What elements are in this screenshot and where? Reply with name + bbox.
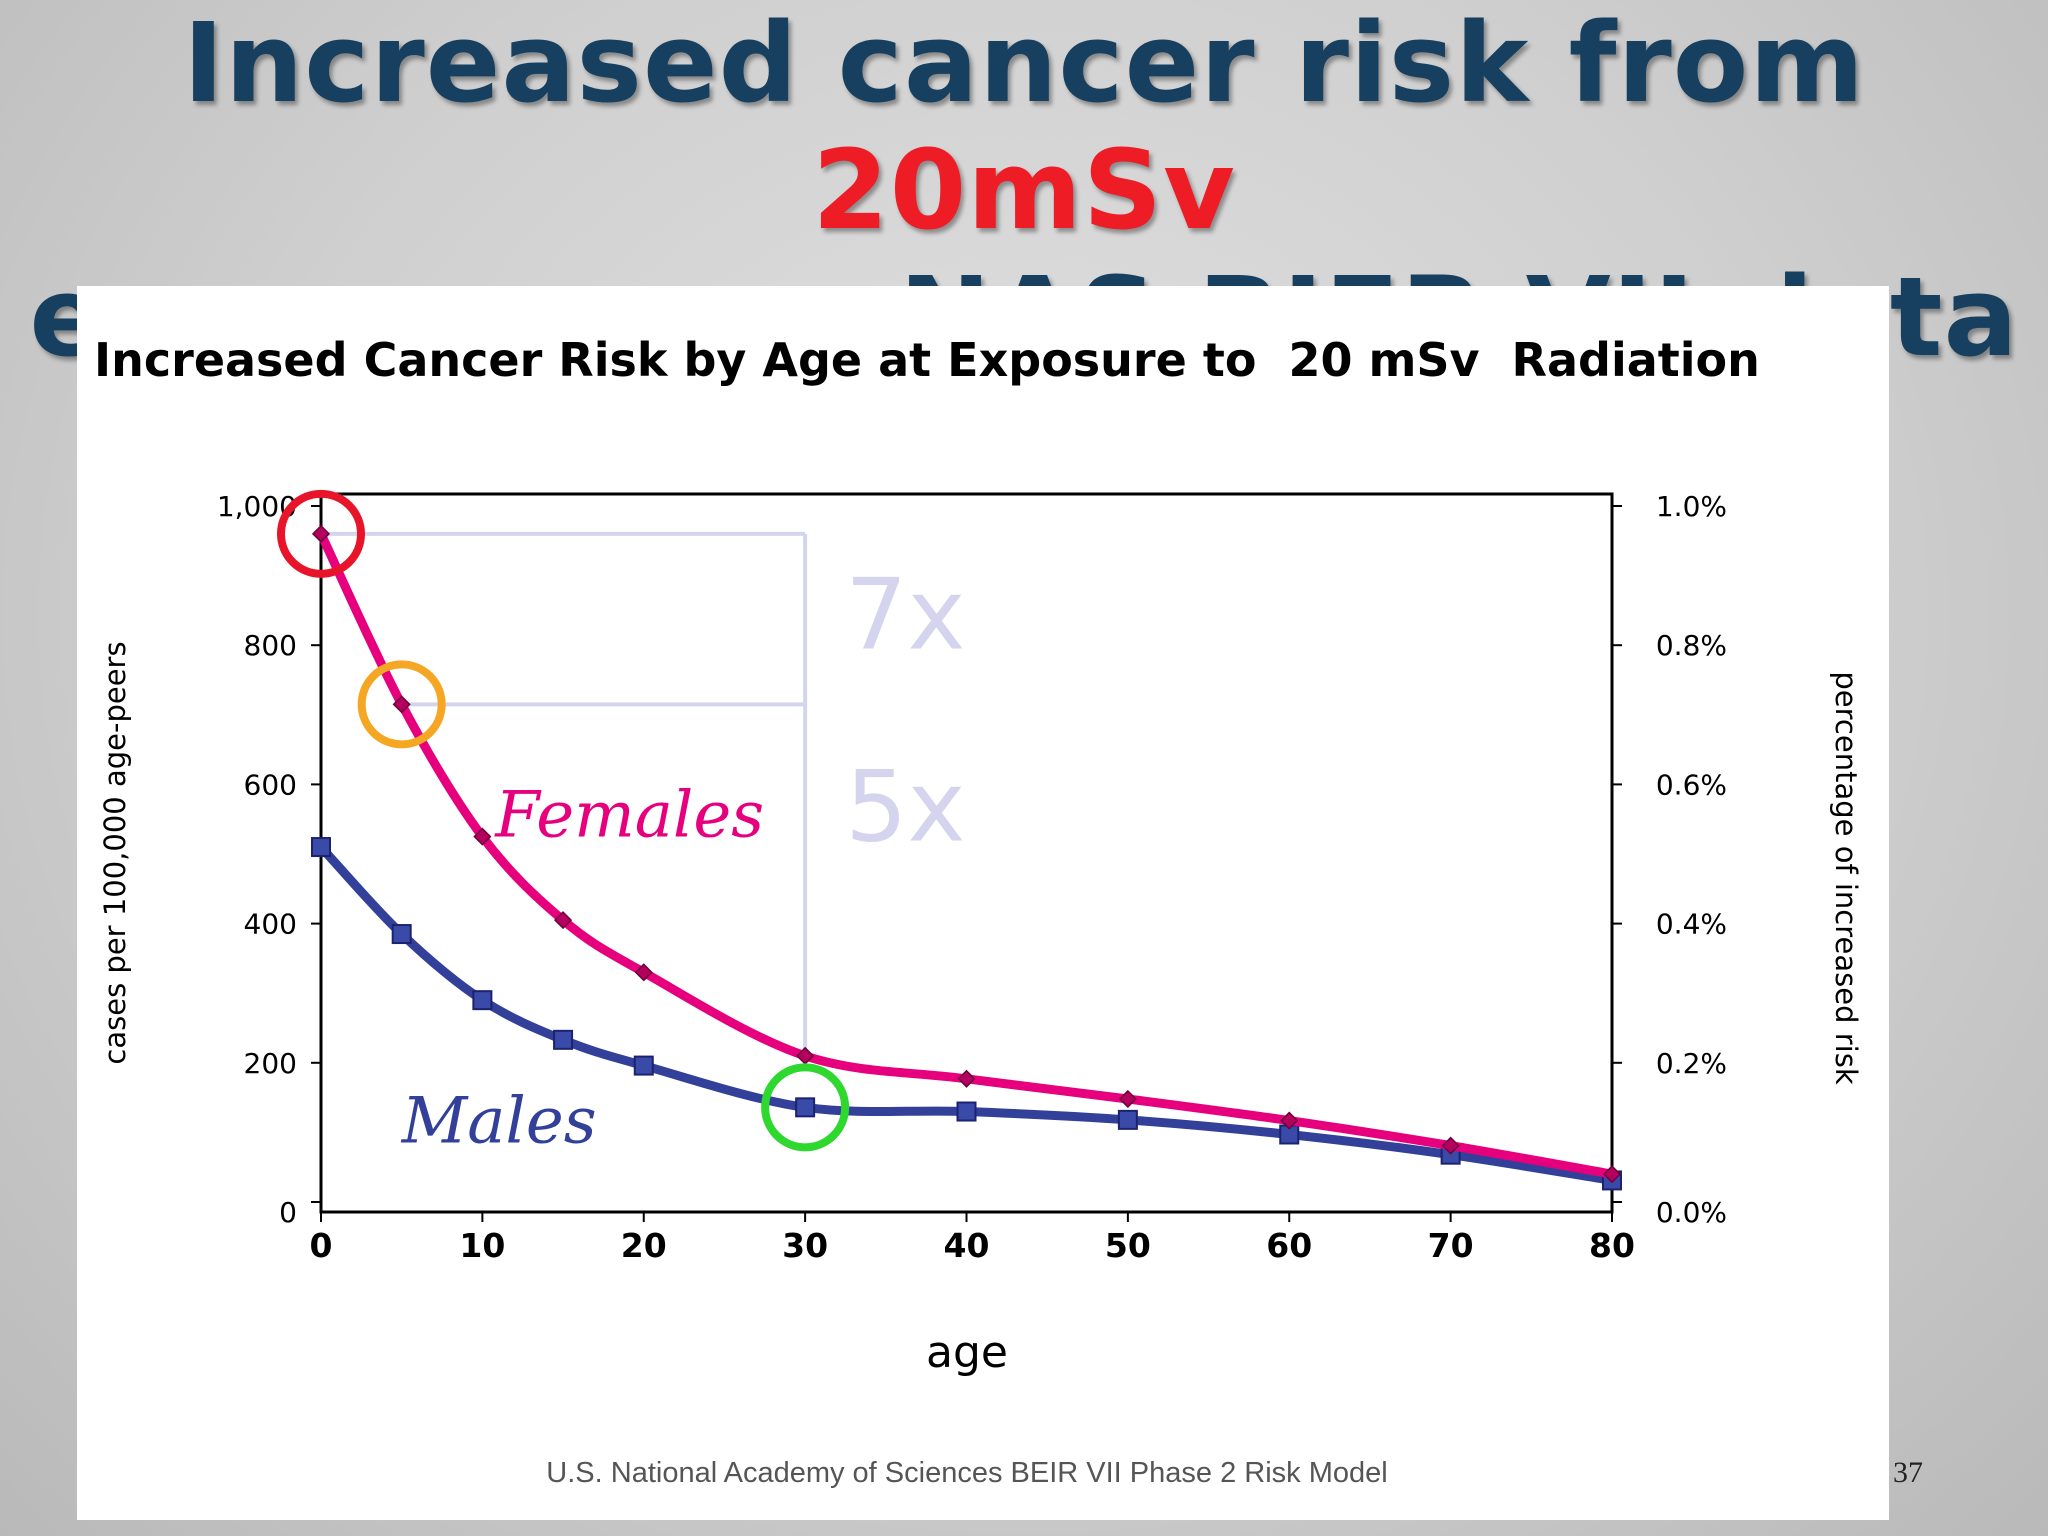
x-tick-label: 0 [310, 1226, 333, 1265]
title-highlight-dose: 20mSv [812, 126, 1236, 254]
annotation-5x: 5x [845, 750, 965, 864]
x-tick-label: 70 [1428, 1226, 1474, 1265]
x-tick-label: 40 [944, 1226, 990, 1265]
data-point-males [311, 837, 331, 858]
data-point-females [1280, 1111, 1299, 1130]
series-labels: Females Males [401, 779, 764, 1159]
highlight-circle-males-age-30 [761, 1063, 850, 1152]
data-point-females [634, 963, 653, 982]
chart-panel: Increased Cancer Risk by Age at Exposure… [77, 286, 1889, 1520]
x-axis-label: age [926, 1327, 1008, 1378]
data-point-females [392, 695, 411, 714]
y-tick-label: 0 [279, 1196, 297, 1229]
y-axis-right-label: percentage of increased risk [1829, 671, 1863, 1084]
data-point-males [391, 924, 412, 945]
y-right-tick-label: 0.8% [1656, 629, 1727, 662]
ratio-guide-lines [321, 531, 808, 1056]
page-number: 37 [1893, 1456, 1923, 1489]
x-tick-label: 30 [782, 1226, 828, 1265]
highlight-circle-females-age-0 [277, 489, 365, 578]
data-point-females [311, 524, 331, 543]
y-right-tick-label: 1.0% [1656, 490, 1727, 523]
data-point-males [472, 990, 493, 1011]
x-tick-label: 20 [621, 1226, 667, 1265]
x-tick-label: 10 [459, 1226, 505, 1265]
y-tick-label: 600 [244, 768, 297, 801]
y-axis-label: cases per 100,000 age-peers [98, 641, 132, 1064]
data-point-males [795, 1097, 816, 1118]
data-point-males [633, 1055, 654, 1076]
series-layer [311, 524, 1622, 1191]
data-point-females [1118, 1089, 1137, 1109]
data-point-males [1117, 1109, 1138, 1130]
y-tick-label: 400 [244, 908, 297, 941]
series-label-males: Males [401, 1085, 597, 1159]
annotation-7x: 7x [845, 558, 965, 672]
y-axis-right: 0.0% 0.2% 0.4% 0.6% 0.8% 1.0% [1612, 490, 1727, 1229]
x-tick-label: 60 [1266, 1226, 1312, 1265]
y-right-tick-label: 0.2% [1656, 1047, 1727, 1080]
y-right-tick-label: 0.4% [1656, 908, 1727, 941]
slide-title-line1: Increased cancer risk from 20mSv [183, 0, 1865, 254]
x-tick-label: 50 [1105, 1226, 1151, 1265]
data-point-females [554, 911, 573, 930]
x-tick-label: 80 [1589, 1226, 1635, 1265]
highlight-circles [277, 489, 850, 1152]
y-right-tick-label: 0.6% [1656, 768, 1727, 801]
y-right-tick-label: 0.0% [1656, 1196, 1727, 1229]
series-label-females: Females [494, 779, 764, 853]
data-point-males [956, 1101, 977, 1122]
highlight-circle-females-age-5 [357, 660, 446, 749]
chart: Increased Cancer Risk by Age at Exposure… [94, 333, 1863, 1489]
data-point-females [957, 1069, 976, 1088]
y-tick-label: 800 [244, 629, 297, 662]
source-credit: U.S. National Academy of Sciences BEIR V… [546, 1457, 1387, 1489]
series-line-males [316, 842, 1617, 1185]
chart-title: Increased Cancer Risk by Age at Exposure… [94, 333, 1760, 387]
data-point-females [473, 827, 492, 846]
data-point-males [553, 1029, 574, 1050]
title-text: Increased cancer risk from [183, 0, 1865, 127]
x-axis: 0 10 20 30 40 50 60 70 80 [310, 1212, 1635, 1265]
y-tick-label: 200 [244, 1047, 297, 1080]
data-point-females [1441, 1136, 1460, 1155]
ratio-annotations: 7x 5x [845, 558, 965, 864]
data-point-females [1602, 1165, 1622, 1184]
